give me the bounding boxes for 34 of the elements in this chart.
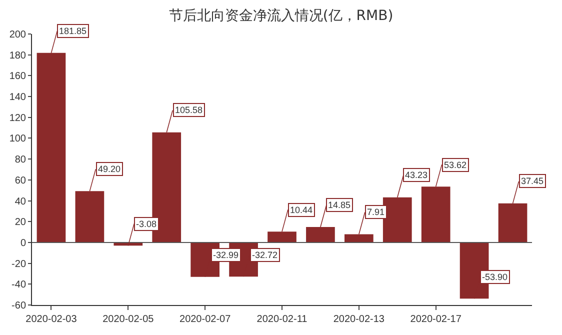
x-tick-label: 2020-02-03: [26, 314, 78, 325]
x-tick-label: 2020-02-07: [180, 314, 232, 325]
y-tick-label: -60: [12, 300, 26, 312]
y-tick-label: 40: [14, 196, 26, 208]
x-tick-label: 2020-02-13: [333, 314, 385, 325]
y-tick-label: 80: [14, 154, 26, 166]
data-label: 105.58: [175, 105, 203, 115]
data-label: -32.72: [252, 250, 278, 260]
y-tick-label: -20: [12, 258, 26, 270]
data-label: 14.85: [328, 200, 351, 210]
y-tick-label: 180: [9, 50, 26, 62]
y-tick-label: 0: [20, 238, 26, 249]
data-label: 7.91: [367, 207, 385, 217]
data-label: -32.99: [213, 250, 239, 260]
y-tick-label: 200: [9, 30, 26, 40]
y-tick-label: 20: [14, 217, 26, 228]
data-label: -53.90: [482, 272, 508, 282]
data-label: 49.20: [98, 164, 121, 174]
y-tick-label: 160: [9, 71, 26, 82]
data-label: -3.08: [136, 219, 157, 229]
x-tick-label: 2020-02-05: [102, 314, 154, 325]
data-label: 53.62: [444, 160, 467, 170]
y-tick-label: 100: [9, 134, 26, 145]
y-tick-label: 60: [14, 175, 26, 186]
y-tick-label: -40: [12, 280, 26, 291]
data-label: 37.45: [521, 176, 544, 186]
x-tick-label: 2020-02-17: [410, 314, 462, 325]
chart-title: 节后北向资金净流入情况(亿，RMB): [168, 8, 394, 24]
data-label: 43.23: [405, 170, 428, 180]
y-tick-label: 120: [9, 112, 26, 124]
data-label: 181.85: [59, 26, 87, 36]
data-label: 10.44: [290, 205, 313, 215]
y-tick-label: 140: [9, 92, 26, 104]
x-tick-label: 2020-02-11: [256, 314, 308, 325]
